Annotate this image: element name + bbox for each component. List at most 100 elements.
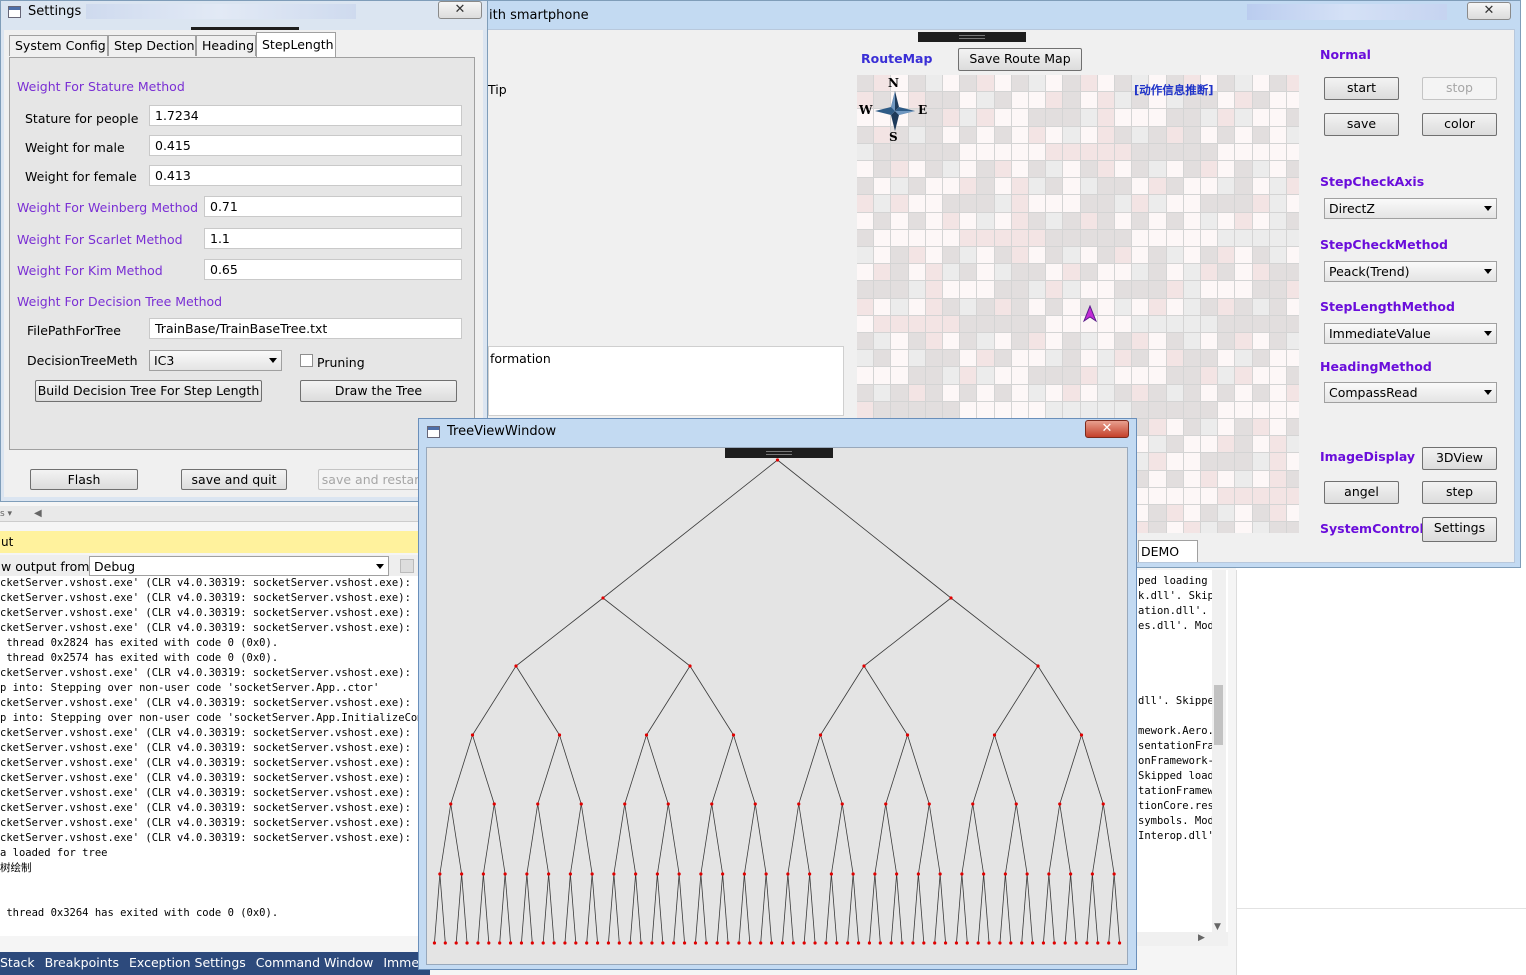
tree-method-select[interactable]: IC3 (149, 350, 282, 371)
bottom-tab[interactable]: Stack (0, 955, 35, 970)
map-cell (1132, 178, 1149, 195)
stop-button[interactable]: stop (1422, 77, 1497, 100)
output-hscroll-right[interactable]: ▶ (1136, 932, 1228, 946)
map-cell (1166, 522, 1183, 533)
save-and-quit-button[interactable]: save and quit (181, 469, 287, 490)
build-decision-tree-button[interactable]: Build Decision Tree For Step Length (35, 380, 262, 402)
tree-edge (934, 873, 941, 944)
settings-tab[interactable]: System Config (9, 35, 108, 56)
step-check-axis-select[interactable]: DirectZ (1324, 198, 1497, 219)
map-cell (1252, 522, 1269, 533)
kim-field[interactable]: 0.65 (204, 259, 462, 280)
map-cell (908, 195, 925, 212)
output-vscroll[interactable]: ▼ (1212, 570, 1226, 940)
bottom-tab[interactable]: Exception Settings (129, 955, 246, 970)
tree-edge (678, 873, 685, 944)
output-source-select[interactable]: Debug (89, 556, 389, 576)
tree-node (829, 872, 833, 876)
map-cell (874, 212, 891, 229)
map-cell (1166, 281, 1183, 298)
tree-node (1112, 872, 1116, 876)
settings-tab[interactable]: Step Dection (108, 35, 196, 56)
male-weight-field[interactable]: 0.415 (149, 135, 462, 156)
save-button[interactable]: save (1324, 113, 1399, 136)
color-button[interactable]: color (1422, 113, 1497, 136)
settings-tab[interactable]: Heading (196, 35, 256, 56)
map-cell (857, 333, 874, 350)
step-length-method-select[interactable]: ImmediateValue (1324, 323, 1497, 344)
map-cell (1235, 229, 1252, 246)
tree-node (731, 733, 736, 737)
map-cell (1080, 178, 1097, 195)
map-cell (1097, 178, 1114, 195)
map-cell (1046, 178, 1063, 195)
tree-edge (515, 597, 604, 667)
tree-node (661, 941, 665, 945)
routemap-label: RouteMap (861, 51, 933, 66)
map-cell (1132, 161, 1149, 178)
map-cell (1149, 505, 1166, 522)
tree-edge (646, 665, 691, 736)
weinberg-field[interactable]: 0.71 (204, 196, 462, 217)
main-grip-handle[interactable] (918, 32, 1026, 42)
settings-button[interactable]: Settings (1422, 517, 1497, 542)
tree-grip-handle[interactable] (725, 448, 833, 458)
heading-method-select[interactable]: CompassRead (1324, 382, 1497, 403)
tree-edge (825, 873, 832, 944)
tree-node (889, 941, 893, 945)
flash-button[interactable]: Flash (30, 469, 138, 490)
bottom-tab[interactable]: Breakpoints (44, 955, 120, 970)
tree-close-button[interactable]: ✕ (1085, 420, 1129, 438)
map-cell (1201, 92, 1218, 109)
main-close-button[interactable]: ✕ (1467, 2, 1511, 20)
map-cell (1235, 453, 1252, 470)
map-cell (977, 264, 994, 281)
map-cell (1063, 298, 1080, 315)
map-cell (1166, 315, 1183, 332)
tree-edge (1091, 803, 1104, 875)
tree-node (1063, 941, 1067, 945)
map-cell (925, 384, 942, 401)
map-cell (1166, 367, 1183, 384)
settings-tab[interactable]: StepLength (256, 32, 336, 57)
map-cell (1166, 143, 1183, 160)
tree-node (476, 941, 480, 945)
pruning-checkbox[interactable] (300, 354, 313, 367)
map-cell (1011, 264, 1028, 281)
map-cell (1287, 298, 1299, 315)
scarlet-field[interactable]: 1.1 (204, 228, 462, 249)
map-cell (1183, 281, 1200, 298)
map-cell (1235, 419, 1252, 436)
stature-field[interactable]: 1.7234 (149, 105, 462, 126)
step-check-method-select[interactable]: Peack(Trend) (1324, 261, 1497, 282)
map-cell (1252, 92, 1269, 109)
female-weight-field[interactable]: 0.413 (149, 165, 462, 186)
system-control-label: SystemControl (1320, 521, 1424, 536)
map-cell (1115, 178, 1132, 195)
map-cell (1149, 109, 1166, 126)
user-position-arrow-icon (1083, 305, 1097, 323)
angel-button[interactable]: angel (1324, 481, 1399, 504)
draw-tree-button[interactable]: Draw the Tree (300, 380, 457, 402)
tree-node (601, 596, 605, 600)
bottom-tab[interactable]: Command Window (255, 955, 374, 970)
tree-edge (667, 803, 680, 875)
clear-output-icon[interactable] (400, 559, 414, 573)
map-cell (1269, 281, 1286, 298)
map-cell (1269, 470, 1286, 487)
map-cell (1115, 367, 1132, 384)
settings-close-button[interactable]: ✕ (438, 1, 482, 19)
map-cell (1046, 143, 1063, 160)
map-cell (1029, 126, 1046, 143)
tree-node (465, 941, 469, 945)
map-cell (1218, 264, 1235, 281)
step-button[interactable]: step (1422, 481, 1497, 504)
start-button[interactable]: start (1324, 77, 1399, 100)
output-line: cketServer.vshost.exe' (CLR v4.0.30319: … (0, 727, 420, 739)
save-and-restart-button[interactable]: save and restart (318, 469, 428, 490)
save-route-map-button[interactable]: Save Route Map (958, 48, 1082, 71)
3dview-button[interactable]: 3DView (1422, 447, 1497, 470)
tree-node (846, 941, 850, 945)
filepath-field[interactable]: TrainBase/TrainBaseTree.txt (149, 318, 462, 339)
demo-tab[interactable]: DEMO (1138, 540, 1198, 562)
